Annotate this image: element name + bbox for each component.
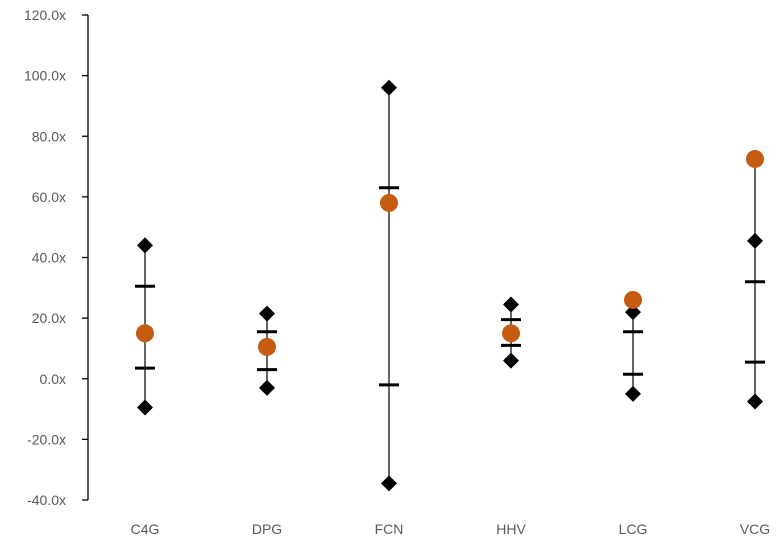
- diamond-marker: [747, 232, 763, 249]
- circle-marker: [136, 324, 154, 343]
- diamond-marker: [137, 237, 153, 254]
- x-tick-label: VCG: [740, 521, 770, 537]
- y-tick-label: -40.0x: [27, 492, 66, 508]
- y-tick-label: 0.0x: [40, 371, 66, 387]
- diamond-marker: [381, 475, 397, 492]
- diamond-marker: [381, 79, 397, 96]
- x-tick-label: FCN: [375, 521, 404, 537]
- x-tick-label: LCG: [619, 521, 648, 537]
- circle-marker: [502, 324, 520, 343]
- diamond-marker: [137, 399, 153, 416]
- y-tick-label: 100.0x: [24, 68, 66, 84]
- y-tick-label: -20.0x: [27, 431, 66, 447]
- circle-marker: [258, 337, 276, 356]
- diamond-marker: [503, 296, 519, 313]
- y-tick-label: 120.0x: [24, 7, 66, 23]
- y-tick-label: 20.0x: [32, 310, 66, 326]
- y-tick-label: 80.0x: [32, 128, 66, 144]
- x-tick-label: DPG: [252, 521, 282, 537]
- diamond-marker: [259, 379, 275, 396]
- tick-labels: -40.0x -20.0x 0.0x 20.0x 40.0x 60.0x 80.0x 100.…: [24, 7, 770, 537]
- diamond-marker: [259, 305, 275, 322]
- range-lines: [144, 87, 756, 484]
- data-marks: [135, 79, 765, 492]
- diamond-marker: [625, 385, 641, 402]
- circle-marker: [746, 149, 764, 168]
- circle-marker: [624, 290, 642, 309]
- diamond-marker: [747, 393, 763, 410]
- diamond-marker: [625, 304, 641, 321]
- x-tick-label: HHV: [496, 521, 526, 537]
- axis-layer: [82, 14, 89, 501]
- circle-marker: [380, 193, 398, 212]
- y-tick-label: 60.0x: [32, 189, 66, 205]
- y-tick-label: 40.0x: [32, 250, 66, 266]
- x-tick-label: C4G: [131, 521, 160, 537]
- diamond-marker: [503, 352, 519, 369]
